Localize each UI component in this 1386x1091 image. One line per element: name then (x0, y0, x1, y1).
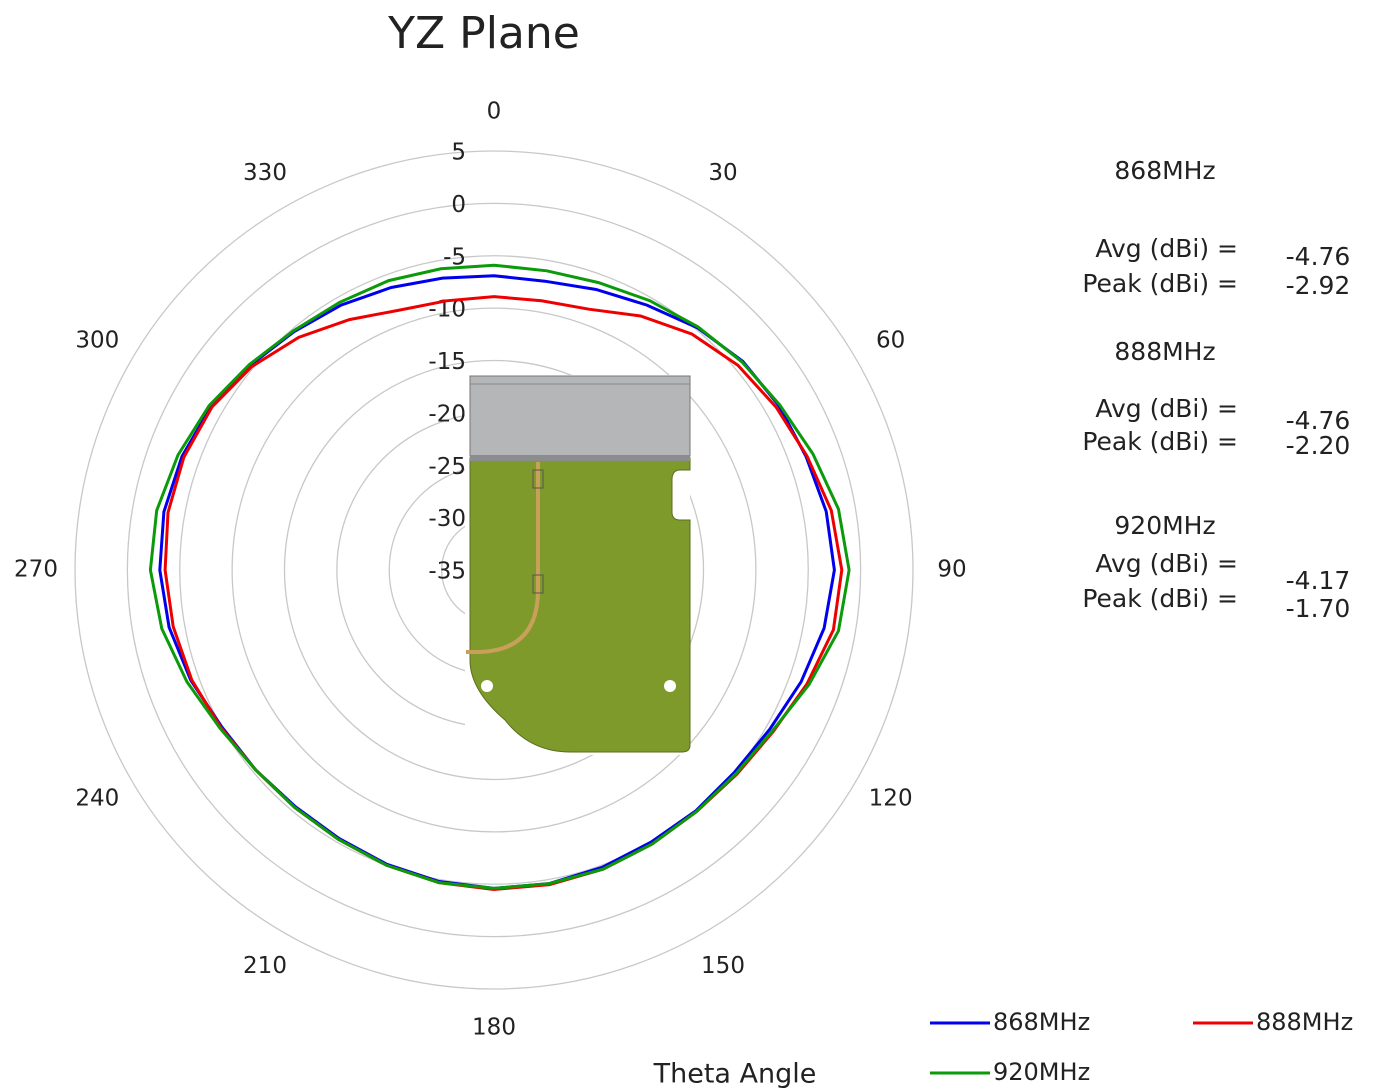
r-tick-label: -35 (428, 559, 466, 585)
enclosure-base (470, 455, 690, 461)
theta-tick-label: 300 (75, 328, 119, 354)
chart: YZ Plane Theta Angle -35-30-25-20-15-10-… (0, 0, 1386, 1091)
theta-tick-label: 180 (472, 1015, 516, 1041)
stats-value: -2.92 (1286, 271, 1351, 300)
r-tick-label: -15 (428, 349, 466, 375)
antenna-image (465, 375, 690, 755)
stats-title: 888MHz (1114, 337, 1215, 366)
stats-label: Peak (dBi) = (1082, 269, 1238, 298)
theta-tick-label: 90 (937, 557, 966, 583)
stats-title: 920MHz (1114, 511, 1215, 540)
legend-label: 920MHz (993, 1058, 1090, 1086)
theta-tick-label: 0 (487, 99, 502, 125)
stats-label: Peak (dBi) = (1082, 427, 1238, 456)
x-axis-label: Theta Angle (653, 1059, 817, 1090)
r-tick-label: 0 (451, 192, 466, 218)
theta-tick-label: 150 (701, 953, 745, 979)
stats-value: -1.70 (1286, 594, 1351, 623)
stats-value: -2.20 (1286, 431, 1351, 460)
chart-title: YZ Plane (387, 8, 580, 59)
theta-tick-label: 330 (243, 160, 287, 186)
r-tick-label: -20 (428, 401, 466, 427)
stats-value: -4.17 (1286, 566, 1351, 595)
theta-tick-label: 240 (75, 786, 119, 812)
pcb-board (470, 458, 690, 752)
stats-value: -4.76 (1286, 242, 1351, 271)
r-tick-label: 5 (451, 140, 466, 166)
r-tick-label: -25 (428, 454, 466, 480)
legend-label: 888MHz (1256, 1008, 1353, 1036)
theta-tick-label: 60 (876, 328, 905, 354)
legend-label: 868MHz (993, 1008, 1090, 1036)
mounting-hole (481, 680, 493, 692)
theta-tick-label: 120 (869, 786, 913, 812)
stats-title: 868MHz (1114, 156, 1215, 185)
enclosure (470, 376, 690, 456)
theta-tick-label: 270 (14, 557, 58, 583)
stats-label: Avg (dBi) = (1095, 394, 1238, 423)
stats-label: Avg (dBi) = (1095, 234, 1238, 263)
r-tick-label: -30 (428, 506, 466, 532)
stats-label: Peak (dBi) = (1082, 584, 1238, 613)
stats-label: Avg (dBi) = (1095, 549, 1238, 578)
theta-tick-label: 30 (708, 160, 737, 186)
mounting-hole (664, 680, 676, 692)
theta-tick-label: 210 (243, 953, 287, 979)
